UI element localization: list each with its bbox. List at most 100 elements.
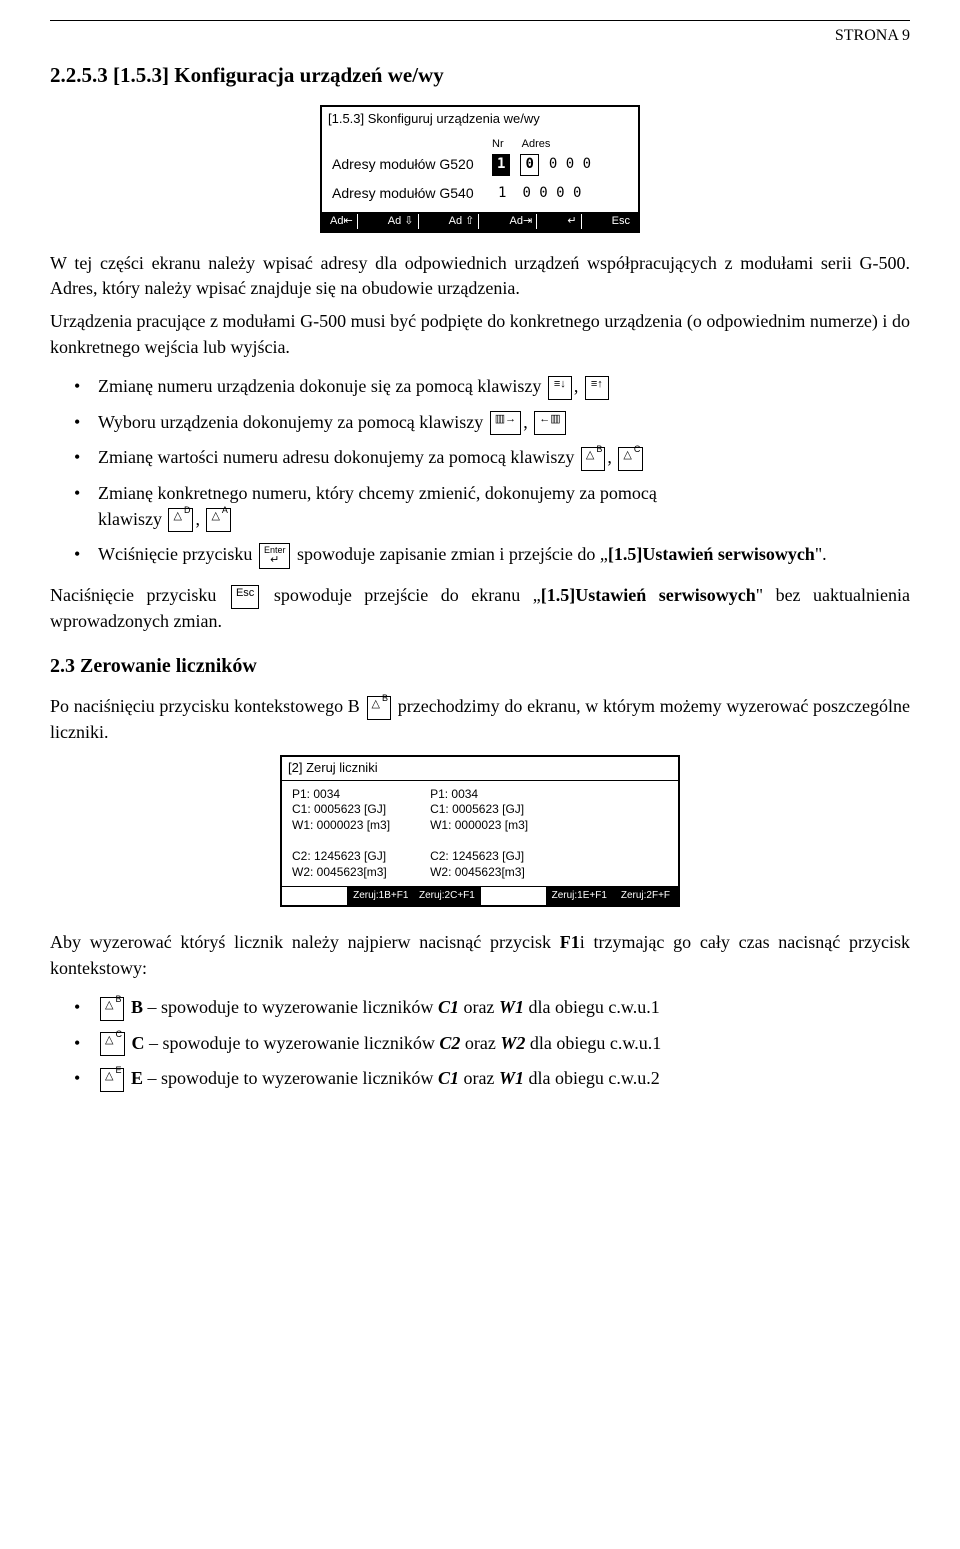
- lcd1-row1-a: 0 0 0: [549, 155, 591, 175]
- bullet-3-text: Zmianę wartości numeru adresu dokonujemy…: [98, 447, 574, 467]
- fb-b-bold: B: [131, 997, 143, 1017]
- lcd1-row1-nr: 1: [492, 154, 510, 176]
- para-esc-a: Naciśnięcie przycisku: [50, 585, 216, 605]
- fb-e-mid: oraz: [459, 1068, 499, 1088]
- lcd2-r4: C2: 1245623 [GJ]: [430, 849, 528, 865]
- fb-c-c2: C2: [439, 1033, 460, 1053]
- lcd2-l5: W2: 0045623[m3]: [292, 865, 390, 881]
- lcd2-footer: Zeruj:1B+F1 Zeruj:2C+F1 Zeruj:1E+F1 Zeru…: [282, 886, 678, 905]
- lcd1-f3: Ad⇥: [506, 214, 538, 229]
- top-border: [50, 20, 910, 21]
- lcd2-l4: C2: 1245623 [GJ]: [292, 849, 390, 865]
- bullet-1: Zmianę numeru urządzenia dokonuje się za…: [74, 374, 910, 400]
- section-heading-23: 2.3 Zerowanie liczników: [50, 652, 910, 680]
- page-number: STRONA 9: [50, 25, 910, 47]
- lcd1-row1-label: Adresy modułów G520: [332, 155, 482, 175]
- lcd2-l1: C1: 0005623 [GJ]: [292, 802, 390, 818]
- key-triangle-d-icon: △D: [168, 508, 193, 532]
- bullet-4: Zmianę konkretnego numeru, który chcemy …: [74, 481, 910, 532]
- lcd1-f0: Ad⇤: [326, 214, 358, 229]
- para5a: Aby wyzerować któryś licznik należy najp…: [50, 932, 560, 952]
- bullet-4-text-b: klawiszy: [98, 509, 162, 529]
- bullet-5-bold: [1.5]Ustawień serwisowych: [608, 544, 815, 564]
- para-zero: Aby wyzerować któryś licznik należy najp…: [50, 930, 910, 980]
- bullet-2-text: Wyboru urządzenia dokonujemy za pomocą k…: [98, 412, 483, 432]
- foot-bullet-e: △E E – spowoduje to wyzerowanie licznikó…: [74, 1066, 910, 1092]
- bullet-5: Wciśnięcie przycisku Enter↵ spowoduje za…: [74, 542, 910, 569]
- para4a: Po naciśnięciu przycisku kontekstowego B: [50, 696, 360, 716]
- key-esc-icon: Esc: [231, 585, 259, 609]
- key-triangle-b-icon: △B: [581, 447, 605, 471]
- lcd2-r1: C1: 0005623 [GJ]: [430, 802, 528, 818]
- fb-e-tail: dla obiegu c.w.u.2: [524, 1068, 660, 1088]
- bullet-3: Zmianę wartości numeru adresu dokonujemy…: [74, 445, 910, 471]
- key-enter-icon: Enter↵: [259, 543, 291, 569]
- lcd2-title: [2] Zeruj liczniki: [282, 757, 678, 780]
- key-triangle-e-icon: △E: [100, 1068, 124, 1092]
- key-bars-down-icon: ≡↓: [548, 376, 572, 400]
- lcd2-f4: Zeruj:1E+F1: [547, 886, 613, 905]
- section-heading-2253: 2.2.5.3 [1.5.3] Konfiguracja urządzeń we…: [50, 61, 910, 90]
- para-intro-1: W tej części ekranu należy wpisać adresy…: [50, 251, 910, 301]
- fb-b-c1: C1: [438, 997, 459, 1017]
- bullet-5-text-b: spowoduje zapisanie zmian i przejście do…: [297, 544, 608, 564]
- bullet-1-text: Zmianę numeru urządzenia dokonuje się za…: [98, 376, 541, 396]
- bullet-list-1: Zmianę numeru urządzenia dokonuje się za…: [74, 374, 910, 570]
- foot-bullet-b: △B B – spowoduje to wyzerowanie licznikó…: [74, 995, 910, 1021]
- lcd2-l2: W1: 0000023 [m3]: [292, 818, 390, 834]
- fb-e-w1: W1: [499, 1068, 524, 1088]
- key-triangle-c2-icon: △C: [100, 1032, 125, 1056]
- bullet-4-text-a: Zmianę konkretnego numeru, który chcemy …: [98, 483, 657, 503]
- bullet-list-2: △B B – spowoduje to wyzerowanie licznikó…: [74, 995, 910, 1093]
- lcd1-footer: Ad⇤ Ad ⇩ Ad ⇧ Ad⇥ ↵ Esc: [322, 212, 638, 231]
- para-intro-2: Urządzenia pracujące z modułami G-500 mu…: [50, 309, 910, 359]
- fb-c-mid: oraz: [460, 1033, 500, 1053]
- lcd1-f5: Esc: [608, 214, 634, 229]
- fb-b: – spowoduje to wyzerowanie liczników: [143, 997, 438, 1017]
- para-esc: Naciśnięcie przycisku Esc spowoduje prze…: [50, 583, 910, 634]
- lcd2-r0: P1: 0034: [430, 787, 528, 803]
- lcd2-r5: W2: 0045623[m3]: [430, 865, 528, 881]
- lcd1-figure: [1.5.3] Skonfiguruj urządzenia we/wy Nr …: [50, 105, 910, 233]
- lcd1-row1-a0: 0: [520, 154, 538, 176]
- bullet-5-text-d: ".: [815, 544, 827, 564]
- lcd1-row2-label: Adresy modułów G540: [332, 184, 482, 204]
- fb-e-bold: E: [131, 1068, 143, 1088]
- fb-e: – spowoduje to wyzerowanie liczników: [143, 1068, 438, 1088]
- lcd1-row2-nr: 1: [492, 184, 512, 204]
- lcd2-f3: [481, 886, 547, 905]
- fb-b-tail: dla obiegu c.w.u.1: [524, 997, 660, 1017]
- lcd1-f4: ↵: [563, 214, 581, 229]
- lcd1-row2-a: 0 0 0 0: [522, 184, 581, 204]
- key-triangle-b3-icon: △B: [100, 997, 124, 1021]
- lcd2-f2: Zeruj:2C+F1: [414, 886, 480, 905]
- foot-bullet-c: △C C – spowoduje to wyzerowanie licznikó…: [74, 1031, 910, 1057]
- fb-c-bold: C: [131, 1033, 144, 1053]
- key-arr-right-icon: ▥→: [490, 411, 521, 435]
- lcd1-title: [1.5.3] Skonfiguruj urządzenia we/wy: [322, 107, 638, 131]
- lcd2-col-left: P1: 0034 C1: 0005623 [GJ] W1: 0000023 [m…: [292, 787, 390, 881]
- key-triangle-b2-icon: △B: [367, 696, 391, 720]
- lcd1-col-nr: Nr: [492, 137, 504, 152]
- lcd1-f2: Ad ⇧: [445, 214, 480, 229]
- fb-c-tail: dla obiegu c.w.u.1: [525, 1033, 661, 1053]
- fb-c: – spowoduje to wyzerowanie liczników: [144, 1033, 439, 1053]
- para-context-b: Po naciśnięciu przycisku kontekstowego B…: [50, 694, 910, 745]
- bullet-2: Wyboru urządzenia dokonujemy za pomocą k…: [74, 410, 910, 436]
- lcd2-r2: W1: 0000023 [m3]: [430, 818, 528, 834]
- para-esc-bold: [1.5]Ustawień serwisowych: [541, 585, 756, 605]
- lcd1-col-adres: Adres: [522, 137, 551, 152]
- fb-e-c1: C1: [438, 1068, 459, 1088]
- para5b: F1: [560, 932, 580, 952]
- lcd2-figure: [2] Zeruj liczniki P1: 0034 C1: 0005623 …: [50, 755, 910, 912]
- fb-b-w1: W1: [499, 997, 524, 1017]
- lcd2-l0: P1: 0034: [292, 787, 390, 803]
- fb-b-mid: oraz: [459, 997, 499, 1017]
- key-arr-left-icon: ←▥: [534, 411, 565, 435]
- lcd1-f1: Ad ⇩: [384, 214, 419, 229]
- fb-c-w2: W2: [500, 1033, 525, 1053]
- key-triangle-a-icon: △A: [206, 508, 230, 532]
- key-bars-up-icon: ≡↑: [585, 376, 609, 400]
- key-triangle-c-icon: △C: [618, 447, 643, 471]
- para-esc-b: spowoduje przejście do ekranu „: [274, 585, 541, 605]
